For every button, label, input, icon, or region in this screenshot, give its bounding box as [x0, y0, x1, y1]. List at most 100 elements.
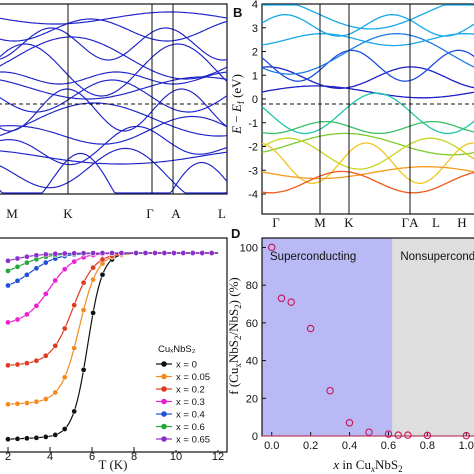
panel-d-point: [423, 431, 432, 440]
panel-a-band: [0, 76, 228, 100]
panel-d-point: [267, 243, 276, 252]
panel-c-point: [24, 360, 30, 367]
panel-b-y-tick-label: -1: [248, 118, 258, 130]
panel-c-point: [5, 257, 11, 264]
panel-b-frame: [261, 3, 474, 215]
panel-d-x-tick-label: 0.8: [420, 440, 435, 452]
panel-b-band-structure: B 4 3 2 1 0 -1 -2 -3 -4 E − Ef (eV) Γ M K ΓA L H: [229, 0, 474, 230]
panel-a-kpoint-label: M: [6, 206, 18, 221]
panel-c-point: [161, 250, 168, 256]
panel-c-point: [5, 282, 11, 289]
panel-d-region-label: Superconducting: [270, 251, 356, 263]
panel-c-point: [90, 276, 96, 283]
panel-c-point: [90, 250, 96, 256]
panel-c-point: [42, 259, 49, 266]
panel-b-band: [261, 85, 474, 99]
panel-b-band: [261, 33, 474, 75]
panel-d-point: [306, 324, 315, 333]
panel-d-points: [267, 243, 471, 440]
panel-c-point: [5, 362, 11, 369]
panel-a-band: [0, 36, 228, 80]
panel-c-point: [42, 352, 49, 359]
panel-c-point: [24, 435, 30, 442]
panel-c-point: [14, 361, 21, 368]
panel-c-point: [61, 266, 68, 273]
panel-c-point: [133, 250, 139, 256]
panel-d-point: [404, 431, 412, 439]
panel-d-point: [365, 428, 373, 436]
panel-c-point: [71, 345, 78, 351]
panel-b-y-tick-label: 2: [252, 47, 258, 59]
panel-d-y-ticks: 0 20 40 60 80 100: [240, 242, 266, 443]
panel-c-point: [42, 251, 49, 258]
panel-c-point: [14, 435, 21, 442]
panel-a-band: [0, 27, 228, 61]
panel-a-kpoint-label: K: [63, 206, 73, 221]
panel-c-point: [99, 256, 106, 263]
panel-c-legend-entry: x = 0.6: [176, 422, 205, 433]
panel-d-point: [462, 431, 471, 440]
panel-b-band: [261, 142, 474, 184]
panel-a-kpoint-lines: [67, 4, 174, 194]
panel-a-band: [0, 115, 228, 145]
panel-d-point: [326, 386, 334, 395]
panel-c-point: [33, 357, 40, 364]
panel-c-point: [171, 250, 177, 256]
panel-b-kpoint-label: ΓA: [402, 215, 420, 230]
panel-c-legend-marker: [161, 436, 167, 442]
panel-a-kpoint-label: Γ: [146, 206, 154, 221]
panel-c-point: [90, 310, 96, 316]
panel-c-x-tick-label: 2: [5, 451, 11, 463]
panel-a-band: [0, 125, 228, 166]
panel-c-legend-marker: [161, 423, 167, 430]
panel-d-y-tick-label: 80: [246, 280, 258, 292]
panel-b-band: [261, 132, 474, 156]
panel-d-point: [345, 419, 354, 427]
panel-c-point: [52, 250, 59, 257]
panel-a-band: [0, 88, 228, 132]
panel-c-legend-entry: x = 0.05: [176, 372, 210, 383]
panel-d-y-tick-label: 100: [240, 242, 258, 254]
panel-c-point: [80, 279, 87, 286]
panel-d-x-tick-label: 0.6: [381, 440, 396, 452]
panel-b-y-tick-label: 1: [252, 70, 258, 82]
panel-b-y-tick-label: 0: [252, 94, 258, 106]
panel-c-point: [61, 325, 68, 332]
panel-c-point: [5, 268, 11, 274]
panel-b-kpoint-label: K: [344, 215, 354, 230]
panel-c-point: [42, 291, 49, 297]
panel-b-y-tick-label: 3: [252, 23, 258, 35]
panel-c-resistance-curves: 2 4 6 8 10 12 T (K) CuₓNbS₂ x = 0x = 0.05 x = 0…: [0, 237, 228, 472]
panel-b-y-axis-label: E − Ef (eV): [229, 74, 246, 135]
panel-b-band: [261, 120, 474, 135]
panel-a-band: [0, 152, 228, 194]
panel-c-point: [189, 250, 196, 256]
panel-d-region: [392, 238, 474, 436]
panel-c-point: [90, 264, 96, 271]
panel-d-region: [262, 238, 393, 436]
panel-d-point: [287, 298, 295, 306]
panel-c-point: [14, 255, 21, 262]
panel-b-y-tick-label: -4: [248, 189, 258, 201]
panel-c-legend-marker: [161, 411, 167, 417]
panel-c-point: [33, 303, 40, 309]
panel-a-kpoint-label: L: [218, 206, 226, 221]
panel-b-kpoint-lines: [319, 4, 411, 214]
panel-c-point: [42, 434, 49, 440]
panel-a-band: [0, 71, 228, 85]
panel-c-point: [52, 277, 59, 284]
panel-c-point: [180, 250, 187, 256]
panel-c-point: [42, 396, 49, 402]
panel-d-regions: Superconducting Nonsuperconducting: [262, 238, 474, 436]
panel-c-legend-marker: [161, 386, 167, 392]
panel-d-y-tick-label: 40: [246, 356, 258, 368]
panel-c-point: [61, 250, 68, 257]
panel-c-point: [61, 426, 68, 432]
panel-c-point: [99, 271, 106, 278]
panel-a-kpoint-label: A: [171, 206, 181, 221]
panel-c-legend-entry: x = 0.4: [176, 410, 205, 421]
panel-c-point: [24, 259, 30, 266]
panel-d-region-label: Nonsuperconducting: [400, 251, 474, 263]
panel-a-band: [0, 102, 228, 137]
